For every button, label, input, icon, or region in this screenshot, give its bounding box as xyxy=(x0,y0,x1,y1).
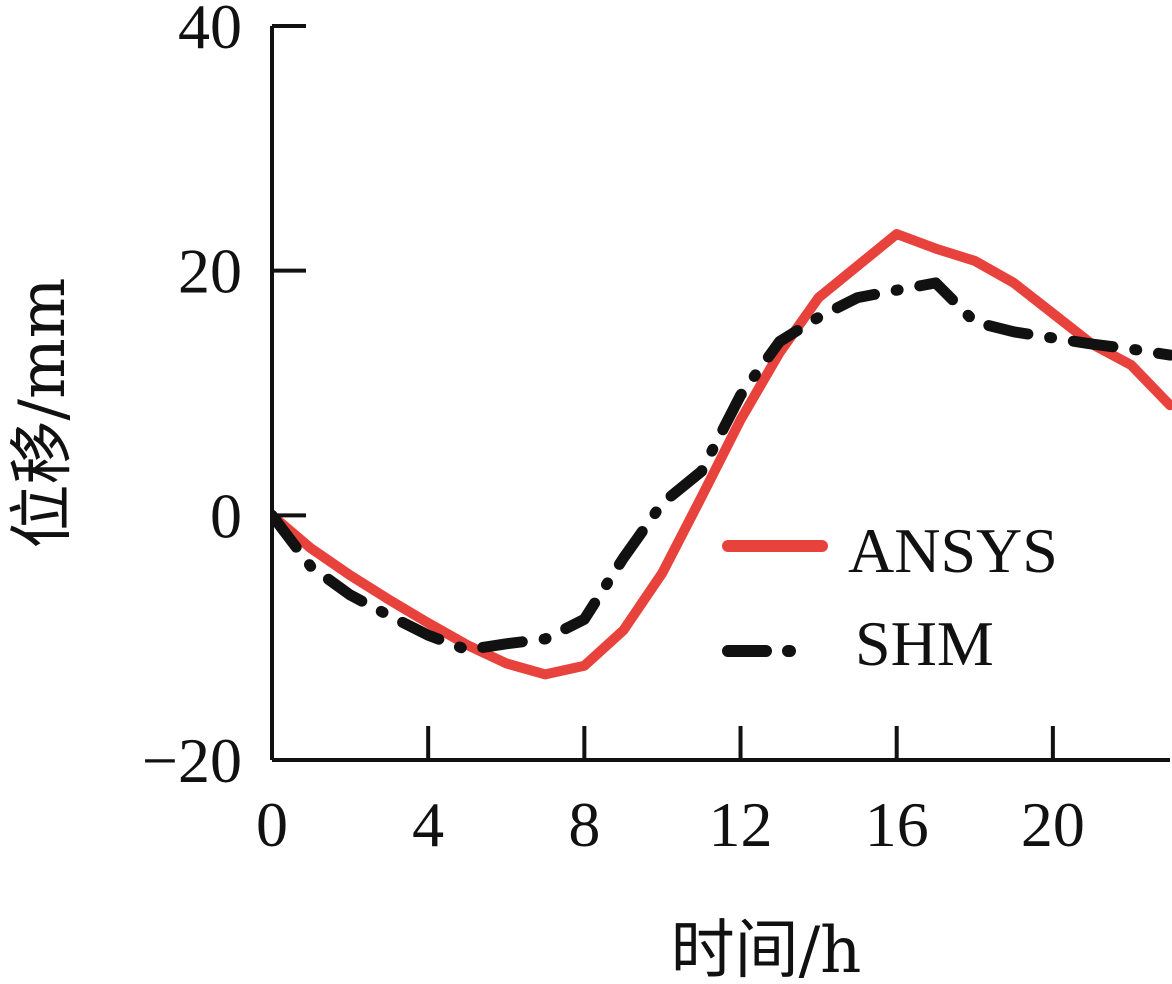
series-line-shm xyxy=(272,277,1172,656)
x-tick-label: 12 xyxy=(709,789,773,860)
x-tick-label: 4 xyxy=(412,789,444,860)
y-tick-label: 40 xyxy=(178,0,242,62)
legend: ANSYS SHM xyxy=(722,515,1058,679)
x-tick-label: 0 xyxy=(256,789,288,860)
y-axis-title: 位移/mm xyxy=(6,278,80,549)
y-tick-label: −20 xyxy=(142,725,242,796)
series-line-ansys xyxy=(272,229,1172,680)
series-layer xyxy=(272,229,1172,680)
legend-shm-label: SHM xyxy=(855,608,994,679)
y-tick-label: 0 xyxy=(210,480,242,551)
x-tick-label: 8 xyxy=(568,789,600,860)
axes-layer xyxy=(270,26,1170,762)
x-tick-label: 20 xyxy=(1021,789,1085,860)
x-tick-label: 16 xyxy=(865,789,929,860)
y-tick-label: 20 xyxy=(178,236,242,307)
x-axis-title: 时间/h xyxy=(671,914,862,984)
legend-ansys-label: ANSYS xyxy=(848,515,1058,586)
